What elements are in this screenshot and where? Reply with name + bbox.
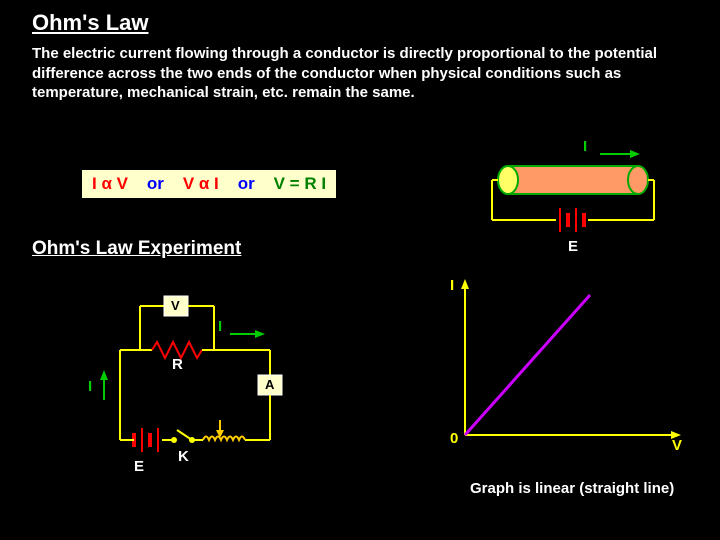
iv-graph: I V 0 xyxy=(440,275,690,455)
graph-svg xyxy=(440,275,690,455)
resistor-label: R xyxy=(172,356,183,373)
circuit-diagram: V A R I I E K xyxy=(80,280,360,500)
law-description: The electric current flowing through a c… xyxy=(32,44,672,103)
graph-y-label: I xyxy=(450,277,454,294)
experiment-title: Ohm's Law Experiment xyxy=(32,238,241,260)
conductor-e-label: E xyxy=(568,238,578,255)
voltmeter-label: V xyxy=(171,298,180,313)
eq-part3: V = R I xyxy=(274,174,326,193)
eq-or1: or xyxy=(147,174,164,193)
circuit-svg xyxy=(80,280,360,500)
eq-part1: I α V xyxy=(92,174,128,193)
battery-e-label: E xyxy=(134,458,144,475)
equation-box: I α V or V α I or V = R I xyxy=(82,170,336,198)
page-title: Ohm's Law xyxy=(32,10,148,36)
graph-caption: Graph is linear (straight line) xyxy=(470,480,674,497)
eq-or2: or xyxy=(238,174,255,193)
key-k-label: K xyxy=(178,448,189,465)
graph-origin-label: 0 xyxy=(450,430,458,447)
conductor-diagram: I E xyxy=(478,150,673,270)
i-top-label: I xyxy=(218,318,222,335)
graph-x-label: V xyxy=(672,437,682,454)
i-left-label: I xyxy=(88,378,92,395)
eq-part2: V α I xyxy=(183,174,219,193)
ammeter-label: A xyxy=(265,377,274,392)
conductor-i-label: I xyxy=(583,138,587,155)
